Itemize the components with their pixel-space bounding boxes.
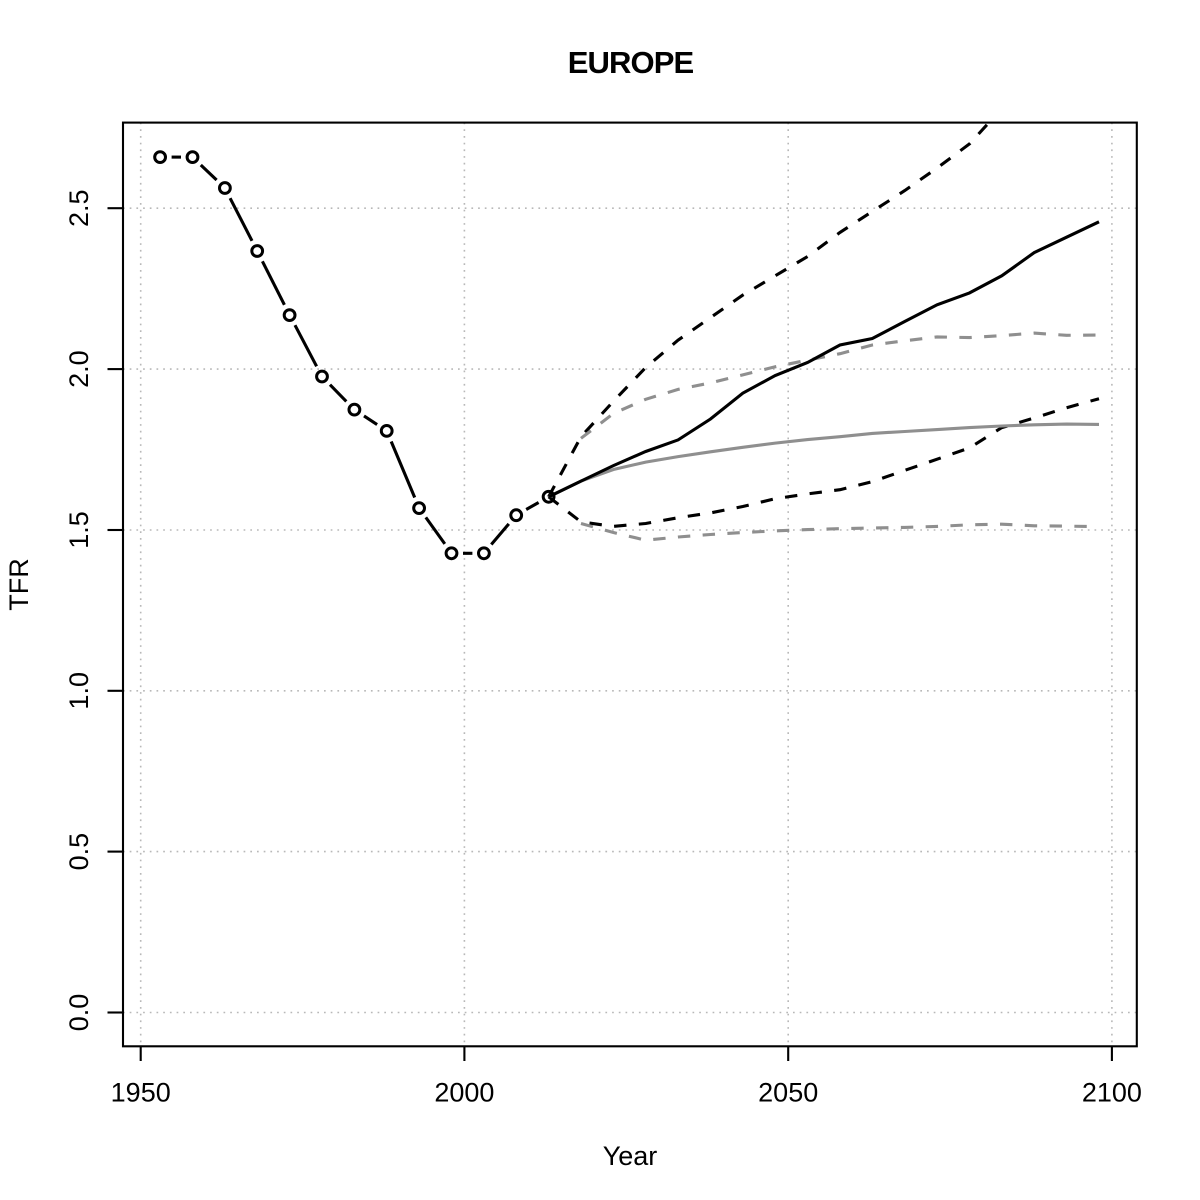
svg-text:2050: 2050 xyxy=(758,1078,818,1108)
svg-text:EUROPE: EUROPE xyxy=(568,45,694,80)
svg-text:1.5: 1.5 xyxy=(64,511,94,549)
svg-text:0.5: 0.5 xyxy=(64,833,94,871)
svg-text:2.5: 2.5 xyxy=(64,189,94,227)
svg-text:2.0: 2.0 xyxy=(64,350,94,388)
svg-text:0.0: 0.0 xyxy=(64,994,94,1032)
svg-text:2100: 2100 xyxy=(1082,1078,1142,1108)
svg-text:TFR: TFR xyxy=(4,558,34,610)
svg-text:Year: Year xyxy=(603,1141,658,1171)
svg-text:1950: 1950 xyxy=(111,1078,171,1108)
svg-text:2000: 2000 xyxy=(434,1078,494,1108)
svg-text:1.0: 1.0 xyxy=(64,672,94,710)
